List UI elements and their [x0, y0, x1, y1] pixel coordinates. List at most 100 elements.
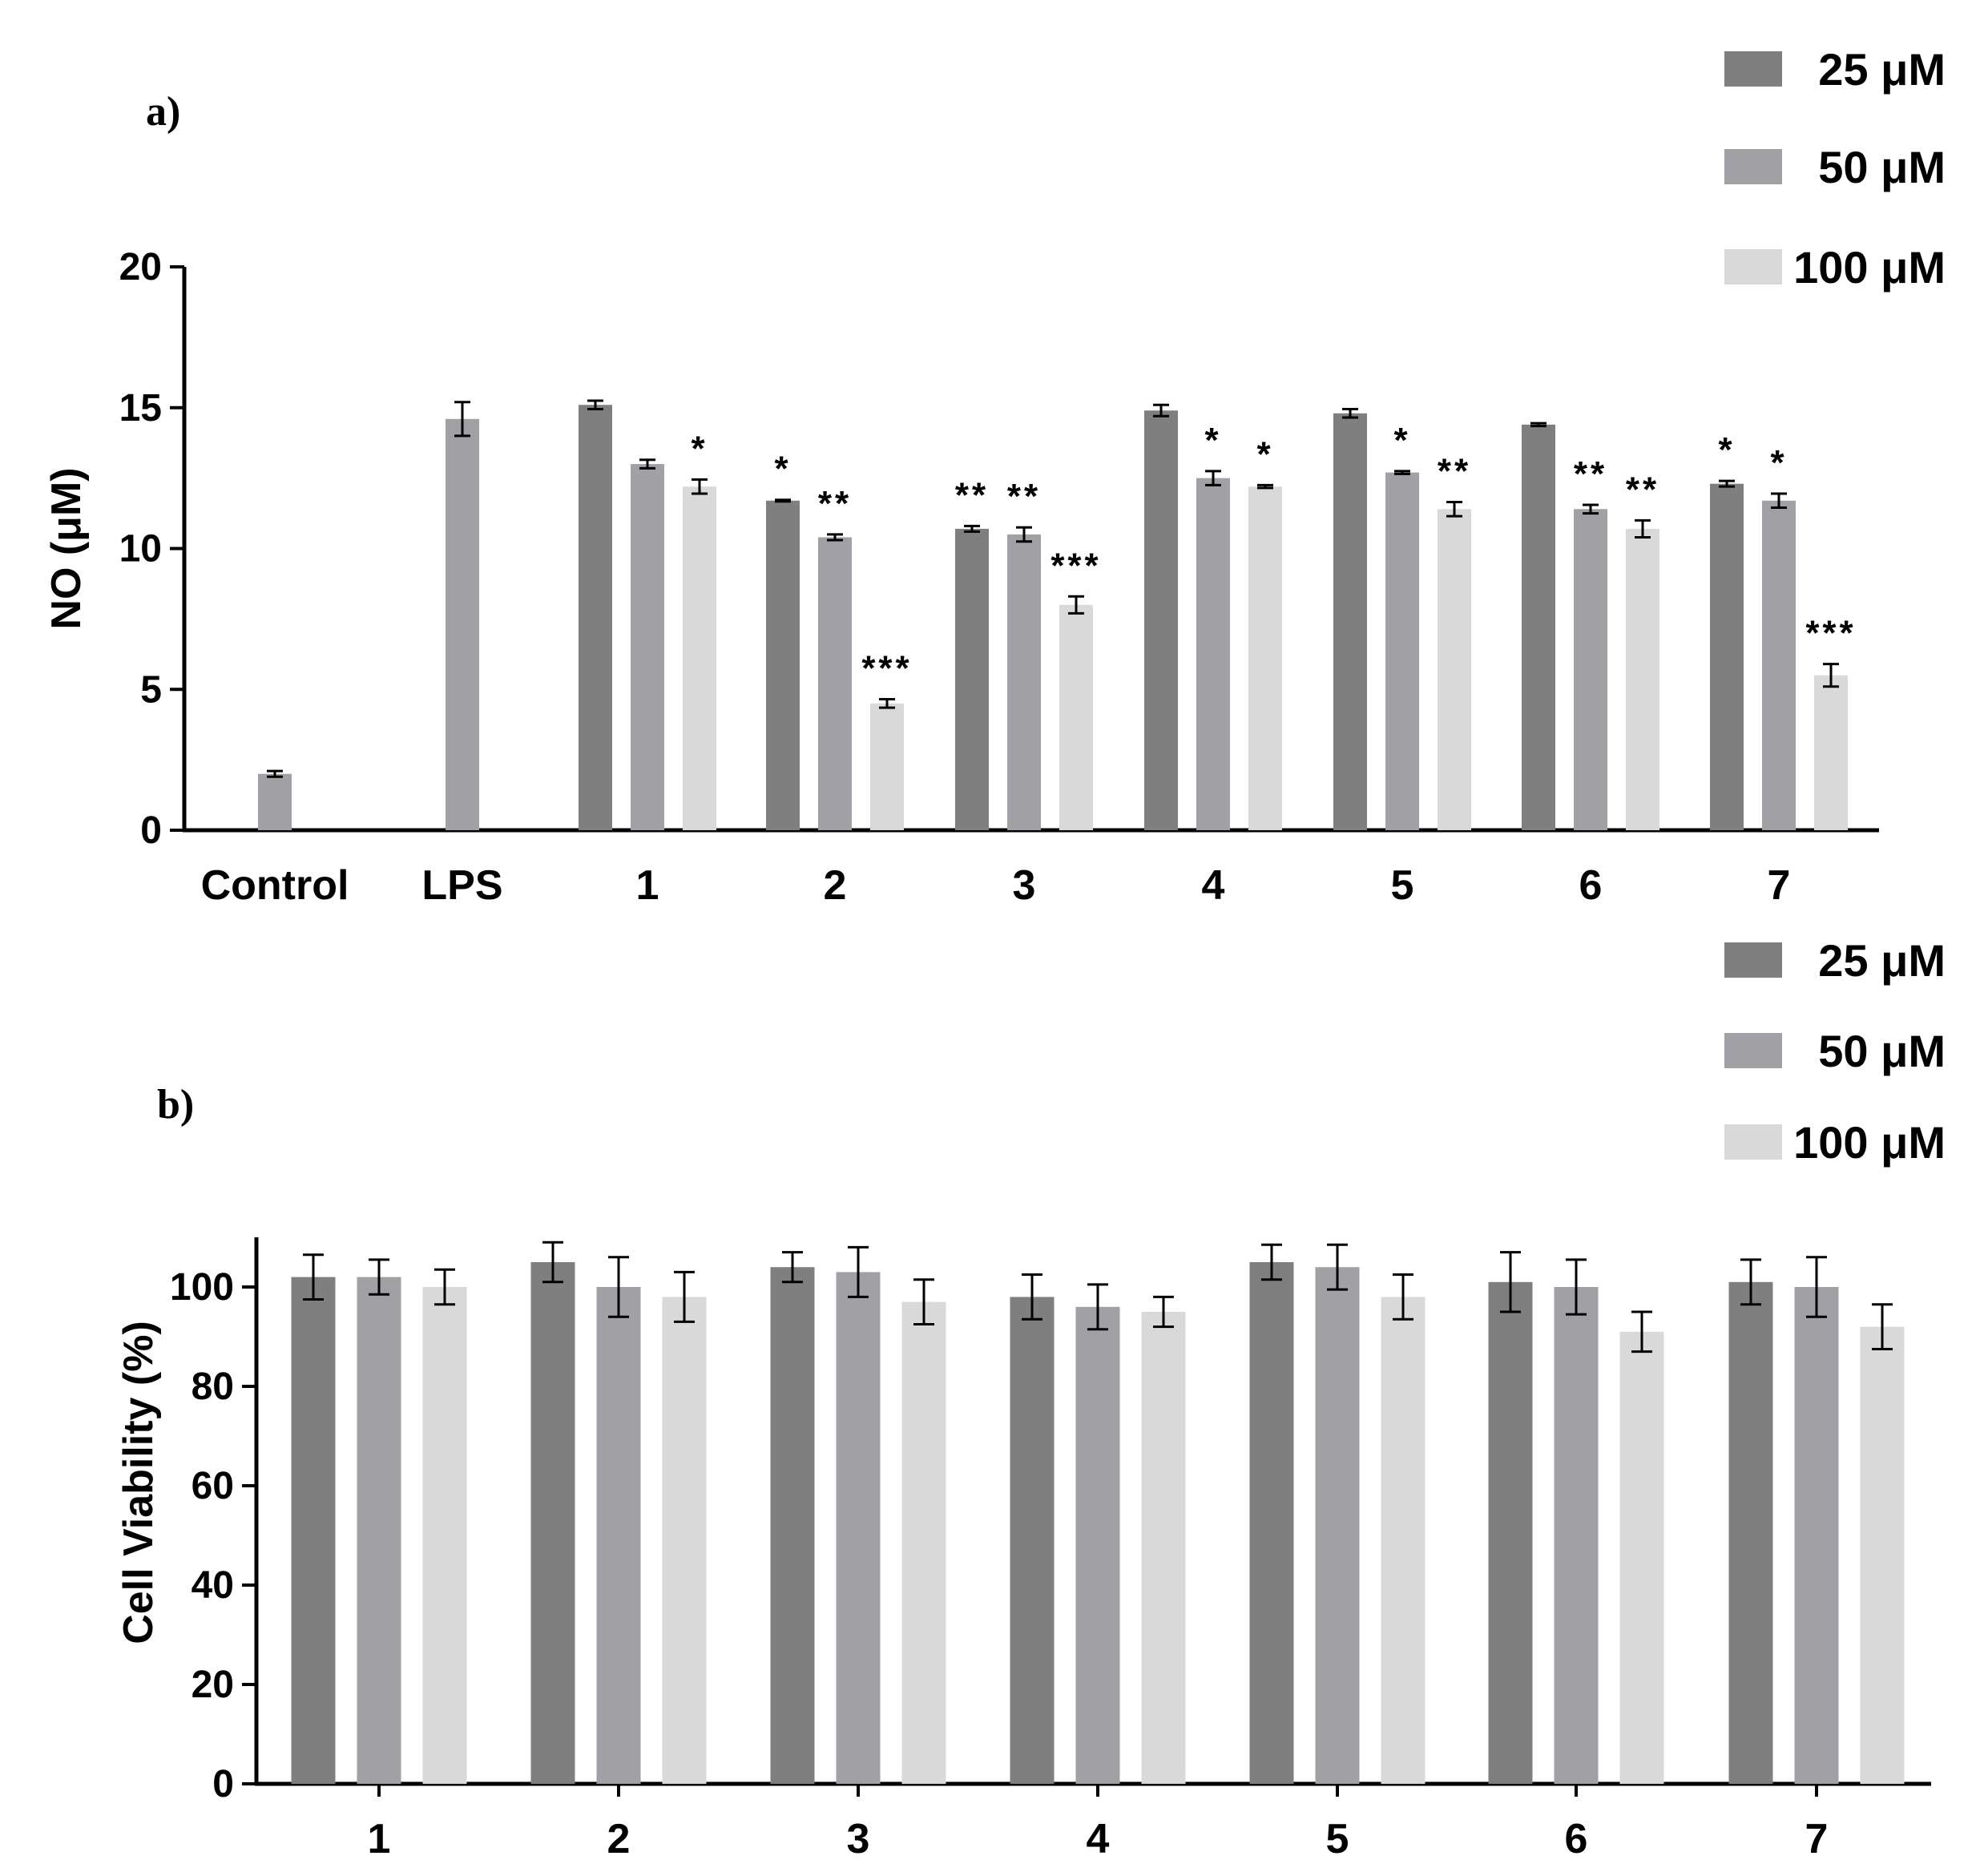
- x-tick-label-a: 6: [1579, 862, 1603, 909]
- significance-label-a: *: [1204, 421, 1221, 460]
- legend-swatch-b: [1724, 1124, 1782, 1160]
- bar-a: [1438, 509, 1471, 830]
- legend-label-b: 100 μM: [1793, 1117, 1946, 1168]
- bar-b: [1488, 1281, 1533, 1784]
- legend-label-a: 100 μM: [1793, 242, 1946, 292]
- bar-b: [662, 1297, 707, 1784]
- bar-a: [631, 464, 664, 830]
- y-tick-label-b: 40: [192, 1564, 234, 1607]
- y-tick-label-a: 15: [119, 387, 162, 430]
- legend-label-a: 25 μM: [1818, 44, 1946, 95]
- significance-label-a: ***: [1050, 546, 1101, 585]
- bar-a: [1333, 413, 1367, 830]
- x-tick-label-b: 2: [607, 1816, 631, 1862]
- bar-a: [1385, 472, 1419, 830]
- x-tick-label-a: 3: [1013, 862, 1036, 909]
- bar-b: [530, 1262, 575, 1784]
- bar-a: [683, 486, 716, 830]
- bar-a: [1059, 604, 1093, 830]
- bar-a: [870, 703, 904, 830]
- bar-a: [1196, 478, 1230, 830]
- significance-label-a: *: [1718, 430, 1735, 470]
- bar-b: [836, 1272, 881, 1784]
- bar-b: [1075, 1306, 1120, 1784]
- y-tick-label-a: 10: [119, 528, 162, 571]
- bar-b: [291, 1277, 336, 1784]
- bar-b: [1794, 1287, 1839, 1784]
- panel-label-b: b): [157, 1082, 194, 1128]
- significance-label-a: **: [1574, 454, 1607, 494]
- significance-label-a: **: [955, 475, 989, 514]
- y-tick-label-b: 100: [170, 1266, 234, 1309]
- y-axis-title-a: NO (μM): [43, 467, 90, 629]
- bar-a: [579, 405, 612, 830]
- bar-a: [955, 528, 989, 830]
- y-tick-label-b: 60: [192, 1465, 234, 1507]
- significance-label-a: *: [1393, 421, 1410, 460]
- bar-b: [1249, 1262, 1294, 1784]
- legend-swatch-a: [1724, 51, 1782, 87]
- bar-a: [1007, 534, 1041, 830]
- significance-label-a: ***: [1805, 614, 1856, 653]
- significance-label-a: **: [1626, 470, 1659, 509]
- x-tick-label-b: 1: [368, 1816, 391, 1862]
- y-tick-label-a: 5: [140, 668, 162, 711]
- legend-swatch-a: [1724, 249, 1782, 284]
- legend-label-b: 50 μM: [1818, 1026, 1946, 1076]
- y-tick-label-b: 20: [192, 1664, 234, 1706]
- legend-swatch-b: [1724, 1033, 1782, 1068]
- y-tick-label-b: 0: [212, 1763, 234, 1805]
- bar-a: [1762, 500, 1796, 830]
- x-tick-label-a: 5: [1391, 862, 1414, 909]
- bar-b: [596, 1287, 641, 1784]
- bar-b: [901, 1301, 946, 1784]
- significance-label-a: ***: [861, 649, 912, 688]
- legend-label-b: 25 μM: [1818, 935, 1946, 986]
- bar-b: [1619, 1331, 1664, 1784]
- x-tick-label-a: Control: [201, 862, 349, 909]
- x-tick-label-b: 7: [1805, 1816, 1829, 1862]
- y-axis-title-b: Cell Viability (%): [115, 1321, 162, 1644]
- significance-label-a: **: [818, 484, 852, 523]
- bar-a: [1248, 486, 1282, 830]
- bar-b: [1315, 1267, 1360, 1784]
- bar-a: [766, 500, 800, 830]
- bar-b: [1141, 1312, 1186, 1784]
- bar-b: [1728, 1281, 1773, 1784]
- x-tick-label-b: 4: [1087, 1816, 1110, 1862]
- y-tick-label-b: 80: [192, 1366, 234, 1408]
- bar-b: [422, 1287, 467, 1784]
- legend-label-a: 50 μM: [1818, 142, 1946, 192]
- legend-swatch-a: [1724, 149, 1782, 184]
- x-tick-label-b: 3: [847, 1816, 870, 1862]
- x-tick-label-b: 5: [1326, 1816, 1349, 1862]
- bar-a: [1814, 675, 1848, 830]
- x-tick-label-a: LPS: [421, 862, 502, 909]
- y-tick-label-a: 20: [119, 246, 162, 288]
- bar-b: [357, 1277, 401, 1784]
- bar-a: [1710, 483, 1744, 830]
- bar-a: [818, 537, 852, 830]
- significance-label-a: *: [1770, 443, 1787, 482]
- y-tick-label-a: 0: [140, 809, 162, 852]
- bar-a: [1522, 424, 1555, 830]
- bar-b: [770, 1267, 815, 1784]
- significance-label-a: **: [1438, 452, 1471, 491]
- x-tick-label-a: 1: [636, 862, 659, 909]
- bar-a: [1626, 528, 1659, 830]
- bar-b: [1554, 1287, 1599, 1784]
- x-tick-label-a: 4: [1202, 862, 1225, 909]
- x-tick-label-a: 2: [824, 862, 847, 909]
- bar-b: [1010, 1297, 1055, 1784]
- legend-swatch-b: [1724, 942, 1782, 978]
- panel-label-a: a): [146, 89, 180, 135]
- x-tick-label-a: 7: [1768, 862, 1791, 909]
- bar-a: [1574, 509, 1607, 830]
- significance-label-a: **: [1007, 477, 1041, 516]
- significance-label-a: *: [691, 429, 708, 468]
- bar-a: [446, 418, 479, 830]
- significance-label-a: *: [774, 450, 791, 489]
